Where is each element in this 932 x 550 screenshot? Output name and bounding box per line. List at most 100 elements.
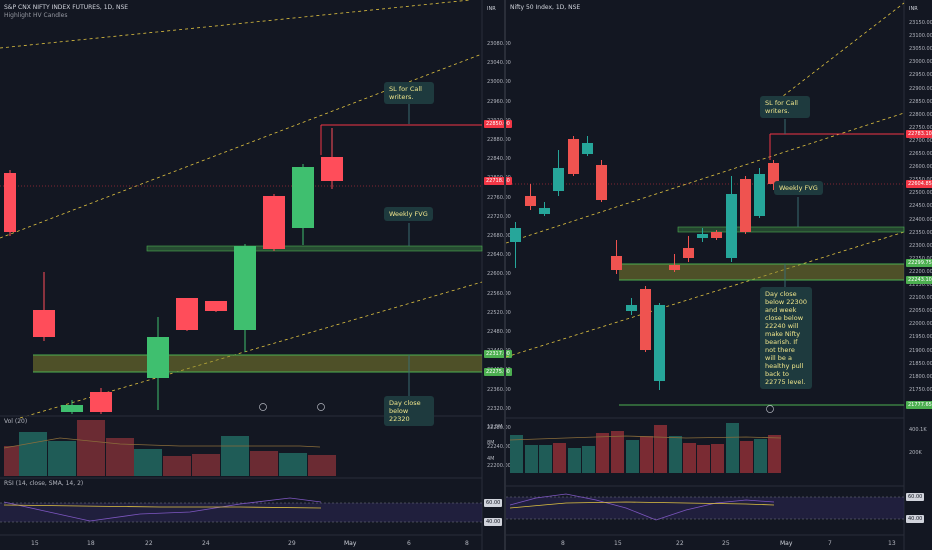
left-candle-body xyxy=(90,392,112,412)
left-tag-sl: 22850.00 xyxy=(484,120,512,128)
right-chart-panel[interactable]: Nifty 50 Index, 1D, NSE INR 23150.00 2310… xyxy=(506,0,932,550)
left-price-tick: 22760.00 xyxy=(487,194,511,201)
right-channel-mid xyxy=(506,112,905,244)
right-price-tick: 22900.00 xyxy=(909,85,932,92)
left-x-label-29: 29 xyxy=(288,540,296,547)
right-volume-bar xyxy=(553,443,566,473)
right-candle-body xyxy=(654,305,665,381)
left-chart-canvas[interactable] xyxy=(0,0,504,550)
right-price-tick: 23150.00 xyxy=(909,20,932,26)
right-note-day[interactable]: Day close below 22300 and week close bel… xyxy=(760,287,812,389)
right-candle-body xyxy=(669,265,680,270)
left-rsi-label[interactable]: RSI (14, close, SMA, 14, 2) xyxy=(4,480,84,487)
left-fvg-zone xyxy=(33,355,482,372)
right-price-tick: 22850.00 xyxy=(909,98,932,105)
right-tag-sl: 22783.10 xyxy=(906,130,932,138)
right-x-label-15: 15 xyxy=(614,540,622,547)
left-volume-bar xyxy=(308,455,336,476)
right-currency[interactable]: INR xyxy=(909,6,918,12)
left-volume-bar xyxy=(134,449,162,476)
left-vol-axis-1: 8M xyxy=(487,440,495,446)
left-volume-bar xyxy=(279,453,307,476)
right-candle-body xyxy=(711,232,722,238)
right-price-tick: 22650.00 xyxy=(909,151,932,157)
panel-divider xyxy=(504,0,506,550)
left-price-tick: 23040.00 xyxy=(487,60,511,67)
right-volume-bar xyxy=(568,448,581,473)
right-candle-body xyxy=(640,289,651,350)
left-x-label-22: 22 xyxy=(145,540,153,547)
right-candle-body xyxy=(582,143,593,154)
left-volume-bar xyxy=(221,436,249,476)
left-price-tick: 22560.00 xyxy=(487,290,511,297)
left-rsi-tag-40: 40.00 xyxy=(484,518,503,526)
right-price-tick: 22700.00 xyxy=(909,137,932,144)
left-rsi-tag-60: 60.00 xyxy=(484,499,503,507)
left-candle-body xyxy=(321,157,343,181)
left-event-marker xyxy=(259,403,267,411)
left-tag-last: 22718.30 xyxy=(484,177,512,185)
left-volume-bar xyxy=(192,454,220,476)
right-price-tick: 21750.00 xyxy=(909,386,932,393)
right-vol-axis-0: 400.1K xyxy=(909,427,927,433)
right-note-sl[interactable]: SL for Call writers. xyxy=(760,96,810,118)
right-volume-bar xyxy=(525,445,538,473)
left-currency[interactable]: INR xyxy=(487,6,496,12)
right-note-fvg[interactable]: Weekly FVG xyxy=(774,181,823,195)
right-tag-fvg-bot: 22243.10 xyxy=(906,276,932,284)
right-price-tick: 22400.00 xyxy=(909,216,932,223)
right-volume-bar xyxy=(711,444,724,473)
left-price-tick: 22520.00 xyxy=(487,309,511,316)
right-x-label-8: 8 xyxy=(561,540,565,547)
right-volume-bar xyxy=(754,439,767,473)
right-rsi-band xyxy=(506,497,904,519)
right-volume-bar xyxy=(640,436,653,473)
right-volume-bar xyxy=(611,431,624,473)
left-channel-top xyxy=(0,0,471,49)
right-rsi-tag-40: 40.00 xyxy=(906,515,925,523)
left-vol-axis-0: 12.5M xyxy=(487,424,503,430)
right-price-tick: 22300.00 xyxy=(909,242,932,249)
left-rsi-line xyxy=(3,497,322,522)
right-price-tick: 22350.00 xyxy=(909,229,932,236)
right-price-tick: 21850.00 xyxy=(909,360,932,367)
left-vol-ma xyxy=(3,437,321,449)
left-note-day[interactable]: Day close below 22320 xyxy=(384,396,434,426)
right-tag-fvg-top: 22299.75 xyxy=(906,259,932,267)
right-candle-body xyxy=(768,163,779,184)
right-price-tick: 22250.00 xyxy=(909,256,932,262)
right-candle-body xyxy=(510,228,521,242)
right-rsi-line xyxy=(509,493,775,521)
left-tag-fvg-top: 22317.00 xyxy=(484,350,512,358)
right-event-marker xyxy=(766,405,774,413)
right-x-label-7: 7 xyxy=(828,540,832,547)
left-price-tick: 22720.00 xyxy=(487,213,511,220)
right-price-tick: 22450.00 xyxy=(909,203,932,210)
left-chart-indicator: Highlight HV Candles xyxy=(4,12,68,19)
left-volume-bar xyxy=(163,456,191,476)
left-x-label-8: 8 xyxy=(465,540,469,547)
left-tag-fvg-bot: 22275.00 xyxy=(484,368,512,376)
left-price-tick: 22360.00 xyxy=(487,386,511,393)
left-chart-title: S&P CNX NIFTY INDEX FUTURES, 1D, NSE xyxy=(4,4,129,11)
right-channel-top xyxy=(773,2,905,104)
left-price-tick: 22200.00 xyxy=(487,463,511,470)
left-vol-label[interactable]: Vol (20) xyxy=(4,418,28,425)
left-price-tick: 22640.00 xyxy=(487,252,511,259)
left-chart-panel[interactable]: S&P CNX NIFTY INDEX FUTURES, 1D, NSE Hig… xyxy=(0,0,512,550)
left-volume-bar xyxy=(250,451,278,476)
right-volume-bar xyxy=(626,440,639,473)
right-price-tick: 21950.00 xyxy=(909,334,932,341)
left-price-tick: 22480.00 xyxy=(487,329,511,335)
right-chart-canvas[interactable] xyxy=(506,0,932,550)
left-price-tick: 22240.00 xyxy=(487,444,511,451)
right-vol-axis-1: 200K xyxy=(909,450,922,456)
right-candle-body xyxy=(740,179,751,232)
left-note-fvg[interactable]: Weekly FVG xyxy=(384,207,433,221)
left-candle-body xyxy=(147,337,169,378)
right-candle-body xyxy=(683,248,694,258)
right-volume-bar xyxy=(740,441,753,473)
right-volume-bar xyxy=(669,436,682,473)
left-note-sl[interactable]: SL for Call writers. xyxy=(384,82,434,104)
right-x-label-13: 13 xyxy=(888,540,896,547)
